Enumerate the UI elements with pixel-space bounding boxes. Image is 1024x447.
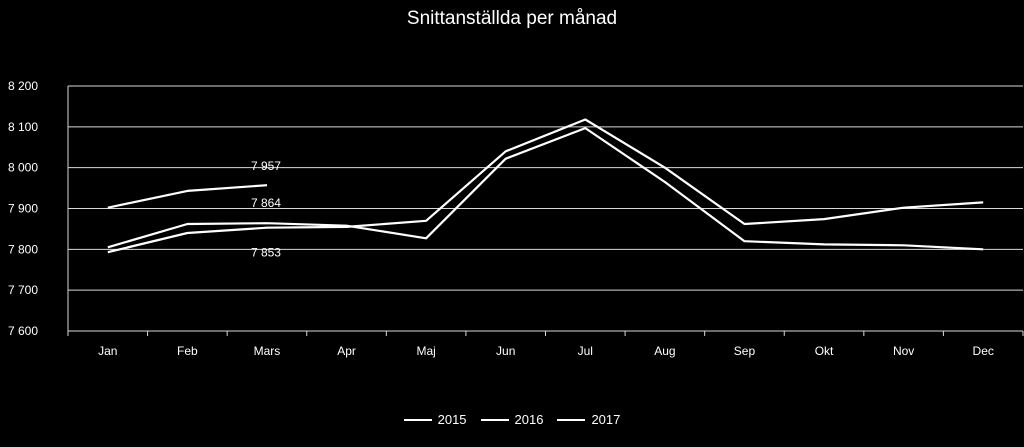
data-label: 7 853 [251,246,281,260]
x-tick-label: Aug [654,344,675,358]
x-tick-label: Sep [734,344,756,358]
legend-label: 2017 [591,412,621,427]
grid-layer [68,85,1023,291]
chart-title: Snittanställda per månad [406,8,618,29]
legend-label: 2016 [514,412,544,427]
y-tick-label: 8 200 [8,79,38,93]
series-layer [107,118,984,254]
x-tick-label: Mars [254,344,281,358]
x-tick-label: Jun [496,344,515,358]
x-tick-label: Apr [337,344,356,358]
y-tick-label: 8 100 [8,120,38,134]
x-tick-label: Dec [973,344,994,358]
y-tick-label: 8 000 [8,161,38,175]
legend-swatch [557,418,586,421]
legend: 2015 2016 2017 [0,412,1024,427]
series-line-2015 [107,118,984,254]
y-tick-label: 7 900 [8,202,38,216]
x-tick-label: Okt [815,344,834,358]
series-line-2016 [107,127,984,251]
legend-swatch [403,418,432,421]
legend-swatch [480,418,509,421]
data-label: 7 864 [251,196,281,210]
y-tick-label: 7 800 [8,242,38,256]
axis-layer: 7 600 7 700 7 800 7 900 8 000 8 100 8 200 Jan Fe… [8,79,1024,358]
legend-item-2017: 2017 [557,412,620,427]
x-tick-label: Jul [578,344,593,358]
x-tick-label: Feb [177,344,198,358]
x-tick-label: Maj [416,344,435,358]
data-label: 7 957 [251,159,281,173]
y-tick-label: 7 600 [8,324,38,338]
legend-item-2016: 2016 [480,412,544,427]
annotation-layer: 7 957 7 864 7 853 [251,159,281,259]
x-tick-label: Nov [893,344,914,358]
series-line-2017 [107,184,268,209]
legend-label: 2015 [437,412,467,427]
y-tick-label: 7 700 [8,283,38,297]
legend-item-2015: 2015 [403,412,467,427]
x-tick-label: Jan [98,344,117,358]
